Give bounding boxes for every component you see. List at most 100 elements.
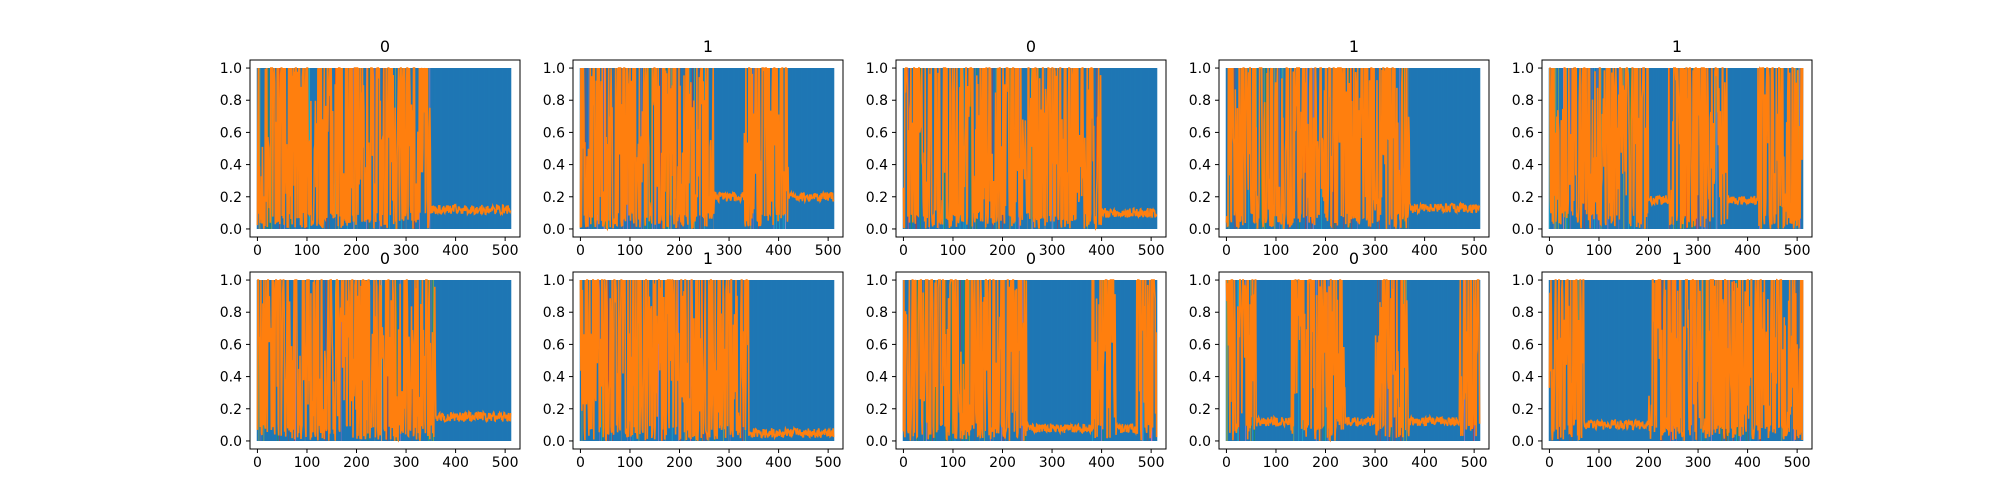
plot-area	[902, 67, 1158, 232]
subplot-title: 0	[1349, 249, 1359, 268]
y-tick-label: 0.2	[1189, 402, 1211, 418]
subplot-title: 0	[1026, 37, 1036, 56]
axes-frame	[572, 271, 844, 450]
x-tick-label: 400	[1088, 243, 1115, 259]
y-tick-label: 1.0	[543, 273, 565, 289]
axes-frame	[1541, 59, 1813, 238]
x-tick-label: 100	[940, 243, 967, 259]
y-tick-label: 0.6	[866, 337, 888, 353]
x-tick-label: 100	[1263, 243, 1290, 259]
x-tick-label: 200	[666, 455, 693, 471]
y-tick-label: 0.6	[220, 337, 242, 353]
x-tick-label: 0	[576, 243, 585, 259]
y-tick-label: 0.6	[1189, 125, 1211, 141]
plot-area	[1548, 278, 1804, 441]
y-tick-label: 0.4	[1189, 158, 1211, 174]
x-tick-label: 0	[899, 243, 908, 259]
y-tick-label: 1.0	[220, 273, 242, 289]
x-tick-label: 500	[1461, 455, 1488, 471]
subplot-title: 1	[703, 249, 713, 268]
y-tick-label: 0.8	[220, 93, 242, 109]
x-tick-label: 100	[1263, 455, 1290, 471]
plot-area	[1225, 279, 1481, 443]
axes-frame	[249, 59, 521, 238]
subplot-2: 0 0 100 200 300 400 500 0.0 0.2 0.4 0.6 0.8 1.0	[866, 37, 1167, 259]
series-orange-line	[1225, 279, 1481, 443]
x-tick-label: 0	[576, 455, 585, 471]
y-tick-label: 0.8	[543, 93, 565, 109]
x-tick-label: 200	[989, 243, 1016, 259]
x-tick-label: 500	[1784, 243, 1811, 259]
y-tick-label: 1.0	[866, 61, 888, 77]
x-tick-label: 400	[1088, 455, 1115, 471]
x-tick-label: 0	[1222, 243, 1231, 259]
x-tick-label: 500	[1138, 243, 1165, 259]
subplot-4: 1 0 100 200 300 400 500 0.0 0.2 0.4 0.6 0.8 1.0	[1512, 37, 1813, 259]
subplot-title: 0	[380, 249, 390, 268]
x-tick-label: 500	[815, 243, 842, 259]
x-tick-label: 400	[1411, 243, 1438, 259]
x-tick-label: 500	[1138, 455, 1165, 471]
y-tick-label: 0.8	[866, 305, 888, 321]
x-tick-label: 300	[716, 243, 743, 259]
y-tick-label: 0.4	[866, 370, 888, 386]
axes-frame	[895, 271, 1167, 450]
subplot-title: 1	[703, 37, 713, 56]
y-tick-label: 0.2	[1189, 190, 1211, 206]
x-tick-label: 400	[1411, 455, 1438, 471]
y-tick-label: 0.4	[1189, 370, 1211, 386]
y-tick-label: 0.0	[220, 222, 242, 238]
y-tick-label: 0.0	[1512, 222, 1534, 238]
axes-frame	[249, 271, 521, 450]
y-tick-label: 0.6	[866, 125, 888, 141]
y-tick-label: 0.6	[1189, 337, 1211, 353]
y-tick-label: 0.0	[543, 222, 565, 238]
series-orange-line	[256, 67, 512, 229]
y-tick-label: 0.8	[1512, 93, 1534, 109]
subplot-1: 1 0 100 200 300 400 500 0.0 0.2 0.4 0.6 0.8 1.0	[543, 37, 844, 259]
y-tick-label: 0.2	[220, 190, 242, 206]
x-tick-label: 300	[1039, 243, 1066, 259]
plot-area	[579, 279, 835, 442]
series-orange-line	[1549, 66, 1804, 229]
series-orange-line	[256, 279, 512, 443]
x-tick-label: 200	[1312, 243, 1339, 259]
y-tick-label: 0.8	[1189, 93, 1211, 109]
y-tick-label: 0.0	[1189, 222, 1211, 238]
x-tick-label: 400	[442, 243, 469, 259]
y-tick-label: 1.0	[543, 61, 565, 77]
y-tick-label: 0.8	[543, 305, 565, 321]
x-tick-label: 300	[1039, 455, 1066, 471]
x-tick-label: 0	[253, 455, 262, 471]
subplot-title: 0	[1026, 249, 1036, 268]
subplot-3: 1 0 100 200 300 400 500 0.0 0.2 0.4 0.6 0.8 1.0	[1189, 37, 1490, 259]
y-tick-label: 0.4	[866, 158, 888, 174]
x-tick-label: 500	[1461, 243, 1488, 259]
y-tick-label: 0.8	[1189, 305, 1211, 321]
y-tick-label: 1.0	[1189, 61, 1211, 77]
x-tick-label: 500	[815, 455, 842, 471]
y-tick-label: 0.4	[220, 158, 242, 174]
x-tick-label: 200	[666, 243, 693, 259]
plot-area	[256, 279, 512, 443]
x-tick-label: 100	[1586, 243, 1613, 259]
series-orange-line	[902, 67, 1158, 232]
y-tick-label: 0.2	[543, 402, 565, 418]
y-tick-label: 0.0	[220, 434, 242, 450]
y-tick-label: 0.0	[1189, 434, 1211, 450]
x-tick-label: 300	[1362, 455, 1389, 471]
x-tick-label: 400	[442, 455, 469, 471]
x-tick-label: 400	[1734, 243, 1761, 259]
y-tick-label: 0.4	[220, 370, 242, 386]
x-tick-label: 0	[899, 455, 908, 471]
y-tick-label: 0.2	[1512, 190, 1534, 206]
x-tick-label: 100	[294, 455, 321, 471]
x-tick-label: 300	[393, 455, 420, 471]
x-tick-label: 500	[492, 243, 519, 259]
y-tick-label: 0.4	[1512, 158, 1534, 174]
y-tick-label: 0.2	[866, 402, 888, 418]
y-tick-label: 0.4	[543, 158, 565, 174]
y-tick-label: 0.0	[543, 434, 565, 450]
